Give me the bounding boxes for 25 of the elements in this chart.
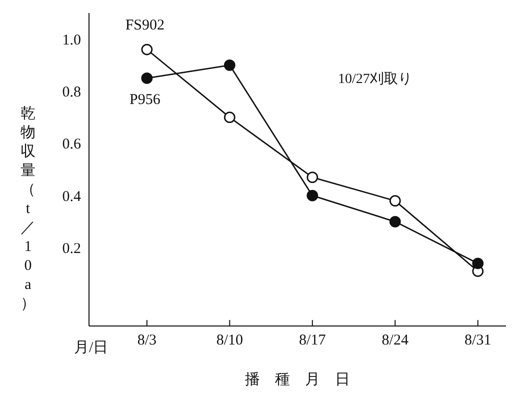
point: [389, 195, 401, 206]
x-tick-label: 8/17: [299, 332, 326, 349]
x-tick-label: 8/3: [137, 332, 157, 349]
x-tick-label: 8/31: [464, 332, 492, 349]
point: [472, 258, 484, 270]
x-axis-title: 播 種 月 日: [245, 371, 350, 388]
y-tick-label: 0.8: [62, 84, 81, 101]
text: 月/日: [74, 339, 108, 357]
x-tick-label: 8/24: [382, 332, 409, 349]
x-tick-label: 8/10: [216, 332, 243, 349]
point: [141, 44, 153, 56]
point: [306, 172, 318, 184]
y-tick-label: 0.4: [62, 188, 82, 205]
point: [389, 216, 401, 228]
point: [306, 190, 318, 202]
series-label: P956: [129, 92, 161, 108]
y-tick-label: 0.2: [62, 241, 81, 258]
series-label: FS902: [125, 18, 165, 34]
annotation: 10/27刈取り: [338, 70, 412, 88]
y-tick-label: 1.0: [62, 32, 81, 48]
point: [224, 112, 236, 124]
point: [224, 59, 236, 71]
point: [141, 72, 153, 84]
y-tick-label: 0.6: [62, 136, 82, 153]
text: 乾物収量（t／10a）: [20, 106, 36, 312]
